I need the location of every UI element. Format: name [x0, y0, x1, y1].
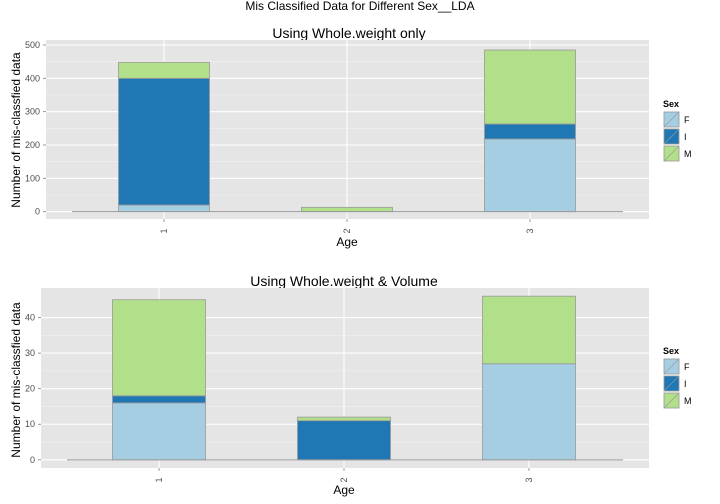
x-axis-title: Age — [336, 235, 358, 249]
y-tick-label: 0 — [35, 207, 40, 217]
figure-title: Mis Classified Data for Different Sex__L… — [245, 0, 474, 13]
legend-label-I: I — [684, 132, 687, 142]
bar-F-age-3 — [482, 363, 576, 461]
legend-key-slash — [663, 145, 680, 162]
chart-panel-top: Using Whole.weight only Number of mis-cl… — [9, 25, 692, 249]
x-tick-label: 1 — [159, 228, 169, 233]
plot-area: 0 10 20 30 40 1 2 3 — [25, 288, 649, 483]
bar-I-age-1 — [112, 395, 206, 404]
legend-key-slash — [663, 392, 680, 409]
legend-label-M: M — [684, 396, 692, 406]
x-tick-label: 2 — [339, 477, 349, 482]
y-tick-label: 300 — [25, 107, 40, 117]
x-tick-label: 3 — [524, 477, 534, 482]
legend-key-slash — [663, 358, 680, 375]
x-tick-label: 1 — [154, 477, 164, 482]
legend-label-F: F — [684, 362, 690, 372]
bar-F-age-1 — [118, 204, 210, 213]
y-axis-title: Number of mis-classfied data — [9, 302, 23, 458]
y-tick-label: 10 — [25, 419, 35, 429]
legend-title: Sex — [663, 346, 679, 356]
legend-title: Sex — [663, 99, 679, 109]
bar-M-age-1 — [118, 61, 210, 79]
chart-panel-bottom: Using Whole.weight & Volume Number of mi… — [9, 273, 692, 497]
x-axis-title: Age — [333, 483, 355, 497]
plot-area: 0 100 200 300 400 500 1 2 3 — [25, 40, 649, 234]
bar-M-age-3 — [484, 49, 576, 125]
chart-title: Using Whole.weight only — [272, 25, 425, 41]
y-tick-label: 30 — [25, 348, 35, 358]
y-tick-label: 40 — [25, 313, 35, 323]
bar-M-age-1 — [112, 299, 206, 397]
y-axis-title: Number of mis-classfied data — [9, 52, 23, 208]
bar-I-age-3 — [484, 123, 576, 140]
bar-M-age-2 — [297, 416, 391, 422]
x-tick-label: 2 — [342, 228, 352, 233]
legend-key-slash — [663, 375, 680, 392]
bar-I-age-1 — [118, 77, 210, 206]
x-tick-label: 3 — [525, 228, 535, 233]
legend-label-M: M — [684, 149, 692, 159]
bar-M-age-3 — [482, 295, 576, 365]
legend-key-slash — [663, 111, 680, 128]
legend: Sex FIM — [662, 346, 692, 410]
bar-F-age-3 — [484, 138, 576, 213]
bar-M-age-2 — [301, 206, 393, 213]
y-tick-label: 0 — [30, 455, 35, 465]
legend: Sex FIM — [662, 99, 692, 163]
y-tick-label: 20 — [25, 384, 35, 394]
y-tick-label: 100 — [25, 173, 40, 183]
legend-key-slash — [663, 128, 680, 145]
y-tick-label: 200 — [25, 140, 40, 150]
bar-I-age-2 — [297, 420, 391, 461]
chart-title: Using Whole.weight & Volume — [250, 273, 438, 289]
legend-label-I: I — [684, 379, 687, 389]
bar-F-age-1 — [112, 402, 206, 461]
y-tick-label: 400 — [25, 73, 40, 83]
y-tick-label: 500 — [25, 40, 40, 50]
legend-label-F: F — [684, 115, 690, 125]
